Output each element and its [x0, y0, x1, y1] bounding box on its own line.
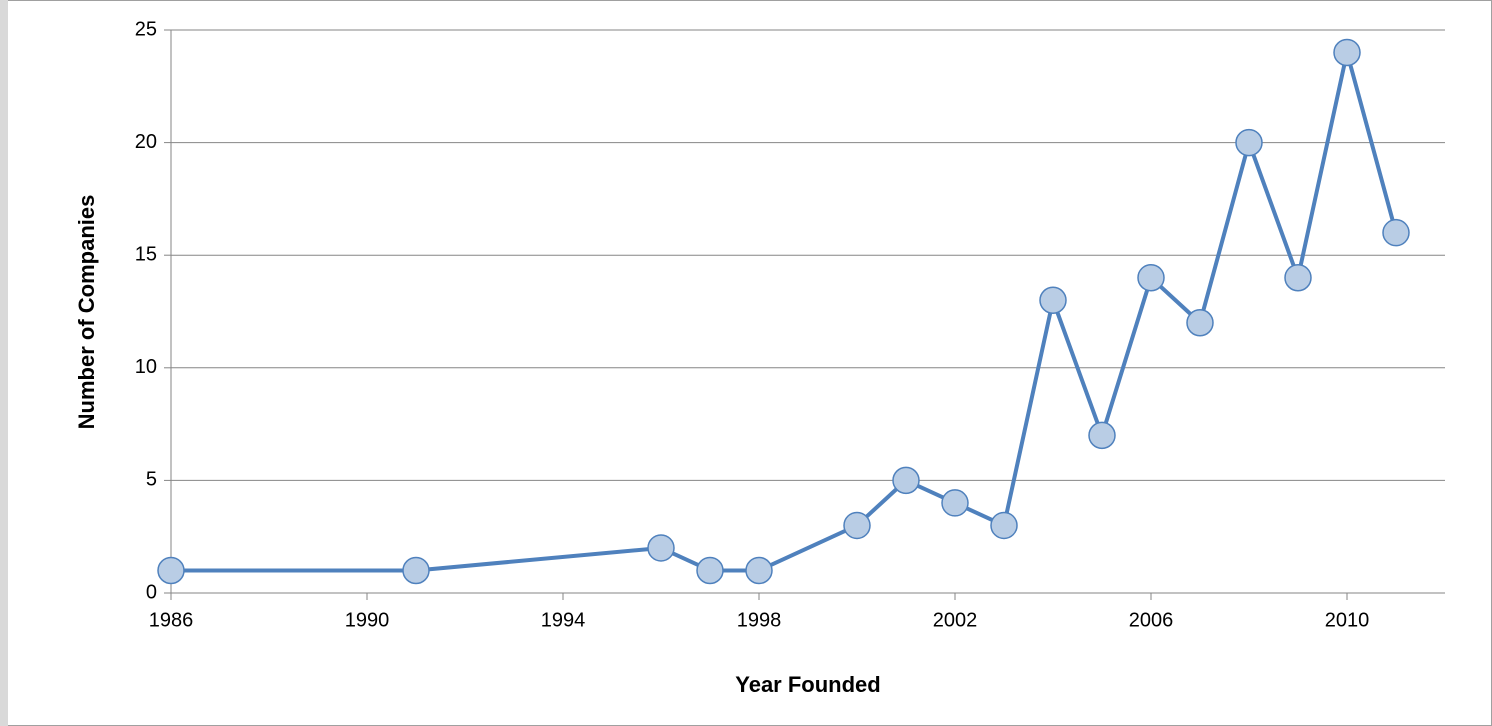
marker — [1333, 38, 1361, 67]
y-axis-title: Number of Companies — [74, 195, 99, 430]
frame-edge — [0, 0, 8, 726]
x-axis-title: Year Founded — [735, 672, 880, 697]
y-tick-label: 5 — [146, 469, 157, 491]
marker — [745, 556, 773, 585]
marker — [1088, 421, 1116, 450]
x-tick-label: 1990 — [345, 609, 390, 631]
y-tick-label: 0 — [146, 581, 157, 603]
marker — [696, 556, 724, 585]
x-tick-label: 1986 — [149, 609, 194, 631]
marker — [1235, 128, 1263, 157]
marker — [647, 534, 675, 562]
marker — [402, 556, 430, 585]
y-tick-label: 15 — [135, 243, 157, 265]
marker — [892, 466, 920, 495]
y-tick-label: 25 — [135, 18, 157, 40]
marker — [1137, 263, 1165, 292]
marker — [941, 489, 969, 517]
marker — [990, 511, 1018, 540]
marker — [1284, 263, 1312, 292]
marker — [1186, 309, 1214, 337]
y-tick-label: 10 — [135, 356, 157, 378]
marker — [1039, 286, 1067, 314]
x-tick-label: 2006 — [1129, 609, 1174, 631]
y-tick-label: 20 — [135, 131, 157, 153]
x-tick-label: 2010 — [1325, 609, 1370, 631]
x-tick-label: 1998 — [737, 609, 782, 631]
marker — [157, 556, 185, 585]
x-tick-label: 1994 — [541, 609, 586, 631]
x-tick-label: 2002 — [933, 609, 978, 631]
marker — [843, 511, 871, 540]
marker — [1382, 218, 1410, 247]
